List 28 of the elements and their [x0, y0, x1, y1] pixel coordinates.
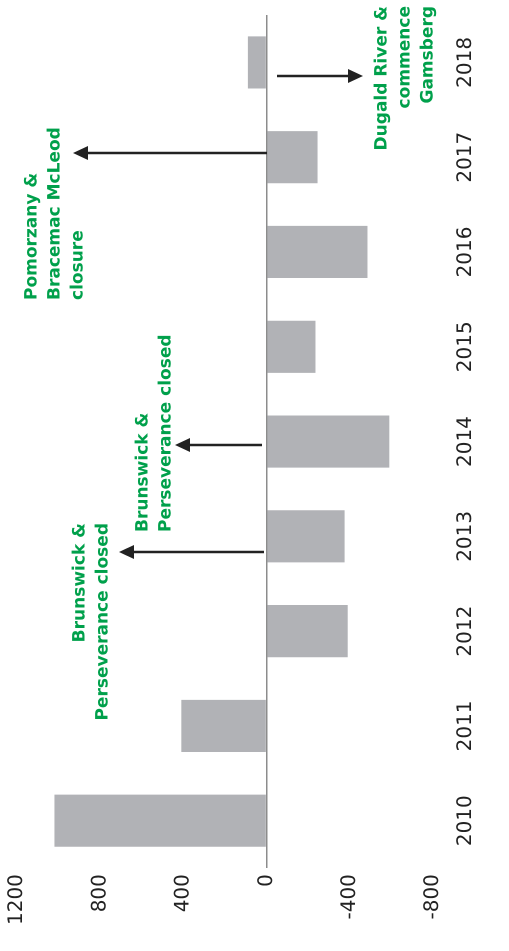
- bar: [267, 415, 390, 468]
- x-tick-label: -800: [419, 874, 444, 920]
- y-tick-label: 2011: [452, 700, 476, 752]
- y-tick-label: 2012: [452, 606, 476, 657]
- y-tick-label: 2016: [452, 226, 476, 278]
- x-tick-label: 1200: [3, 874, 28, 926]
- bar: [267, 226, 368, 278]
- bar: [267, 510, 345, 562]
- y-tick-label: 2017: [452, 132, 476, 183]
- annotation: Brunswick & Perseverance closed: [132, 334, 176, 532]
- annotation: Pomorzany & Bracemac McLeod closure: [21, 127, 88, 300]
- y-tick-label: 2015: [452, 321, 476, 372]
- y-tick-label: 2010: [452, 795, 476, 846]
- x-tick-label: 800: [86, 874, 110, 912]
- x-tick-label: -400: [336, 874, 360, 920]
- x-tick-label: 400: [170, 874, 194, 912]
- bar: [267, 131, 318, 184]
- annotation: Dugald River & commence Gamsberg: [371, 6, 438, 150]
- bar: [267, 605, 348, 658]
- y-tick-label: 2014: [452, 416, 476, 468]
- bar: [181, 700, 266, 752]
- bar: [267, 320, 316, 373]
- bar: [248, 36, 266, 88]
- annotation: Brunswick & Perseverance closed: [69, 522, 112, 721]
- y-tick-label: 2018: [452, 36, 476, 88]
- x-tick-label: 0: [252, 874, 277, 887]
- bar: [54, 794, 266, 847]
- y-tick-label: 2013: [452, 510, 476, 562]
